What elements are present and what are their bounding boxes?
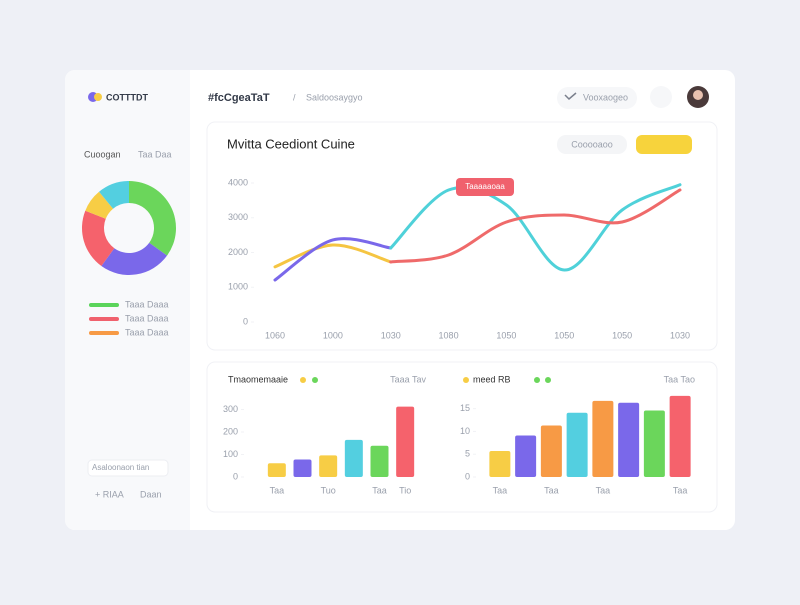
line-series (389, 183, 682, 272)
bar (618, 402, 640, 477)
y-tick-label: 0 (465, 471, 470, 481)
y-tick-label: 300 (223, 404, 238, 414)
footer-link[interactable]: Daan (140, 489, 162, 499)
bar (540, 425, 562, 477)
x-tick-label: Taa (596, 485, 611, 495)
legend-dot (300, 377, 306, 383)
sidebar (65, 70, 190, 530)
chart-note: Taaa Tav (390, 374, 426, 384)
x-tick-label: Taa (544, 485, 559, 495)
y-tick-label: 4000 (228, 177, 248, 187)
footer-link[interactable]: + RIAA (95, 489, 124, 499)
avatar-face (693, 90, 703, 100)
icon-button[interactable] (650, 86, 672, 108)
bar (319, 455, 338, 477)
legend-dot (534, 377, 540, 383)
x-tick-label: Taa (270, 485, 285, 495)
line-series (389, 188, 682, 264)
bar (669, 395, 691, 477)
legend-dot (312, 377, 318, 383)
legend-dot (545, 377, 551, 383)
action-button[interactable] (636, 135, 692, 154)
legend-label: Taaa Daaa (125, 313, 169, 323)
y-tick-label: 0 (243, 316, 248, 326)
y-tick-label: 200 (223, 426, 238, 436)
menu-label[interactable]: Vooxaogeo (583, 92, 628, 102)
x-tick-label: 1060 (265, 330, 285, 340)
breadcrumb: #fcCgeaTaT (208, 92, 270, 104)
menu-button[interactable] (557, 87, 637, 109)
legend-dot (463, 377, 469, 383)
x-tick-label: Tio (399, 485, 411, 495)
line-card (206, 121, 718, 351)
bar (344, 439, 363, 477)
search-placeholder[interactable]: Asaloonaon tian (92, 463, 149, 472)
donut-segment (129, 181, 176, 256)
x-tick-label: 1080 (439, 330, 459, 340)
sidebar-note: Taa Daa (138, 149, 172, 159)
x-tick-label: 1000 (323, 330, 343, 340)
search-box[interactable] (87, 459, 169, 477)
y-tick-label: 1000 (228, 282, 248, 292)
x-tick-label: 1030 (381, 330, 401, 340)
brand: COTTTDT (106, 92, 148, 102)
y-tick-label: 5 (465, 449, 470, 459)
y-tick-label: 10 (460, 426, 470, 436)
bar (566, 412, 588, 477)
bar (267, 463, 286, 477)
bar (489, 451, 511, 477)
bar (370, 445, 389, 477)
line-series (273, 237, 393, 282)
chart-title: meed RB (473, 374, 511, 384)
y-tick-label: 15 (460, 403, 470, 413)
x-tick-label: 1050 (554, 330, 574, 340)
bar (592, 400, 614, 477)
y-tick-label: 0 (233, 471, 238, 481)
legend-label: Taaa Daaa (125, 327, 169, 337)
chart-note: Taa Tao (664, 374, 695, 384)
bar (515, 435, 537, 477)
y-tick-label: 2000 (228, 247, 248, 257)
bar (293, 459, 312, 477)
logo (94, 93, 102, 101)
chart-title: Mvitta Ceediont Cuine (227, 136, 355, 151)
tooltip (456, 178, 514, 196)
x-tick-label: Taa (493, 485, 508, 495)
filter-label[interactable]: Cooooaoo (571, 139, 613, 149)
bar (643, 410, 665, 477)
x-tick-label: Taa (673, 485, 688, 495)
y-tick-label: 3000 (228, 212, 248, 222)
x-tick-label: 1050 (496, 330, 516, 340)
donut-segment (85, 191, 114, 219)
x-tick-label: Tuo (321, 485, 336, 495)
x-tick-label: 1050 (612, 330, 632, 340)
line-series (273, 243, 393, 269)
chart-title: Tmaomemaaie (228, 374, 288, 384)
sidebar-title: Cuoogan (84, 149, 121, 159)
y-tick-label: 100 (223, 449, 238, 459)
separator: / (293, 92, 296, 102)
donut-segment (99, 181, 129, 209)
x-tick-label: 1030 (670, 330, 690, 340)
check-icon (564, 92, 577, 101)
bar (396, 406, 415, 477)
x-tick-label: Taa (372, 485, 387, 495)
tooltip-label: Taaaaaoaa (465, 182, 505, 191)
breadcrumb-sub[interactable]: Saldoosaygyo (306, 92, 363, 102)
legend-label: Taaa Daaa (125, 299, 169, 309)
donut-segment (101, 242, 168, 275)
filter-button[interactable] (557, 135, 627, 154)
donut-segment (82, 210, 115, 267)
